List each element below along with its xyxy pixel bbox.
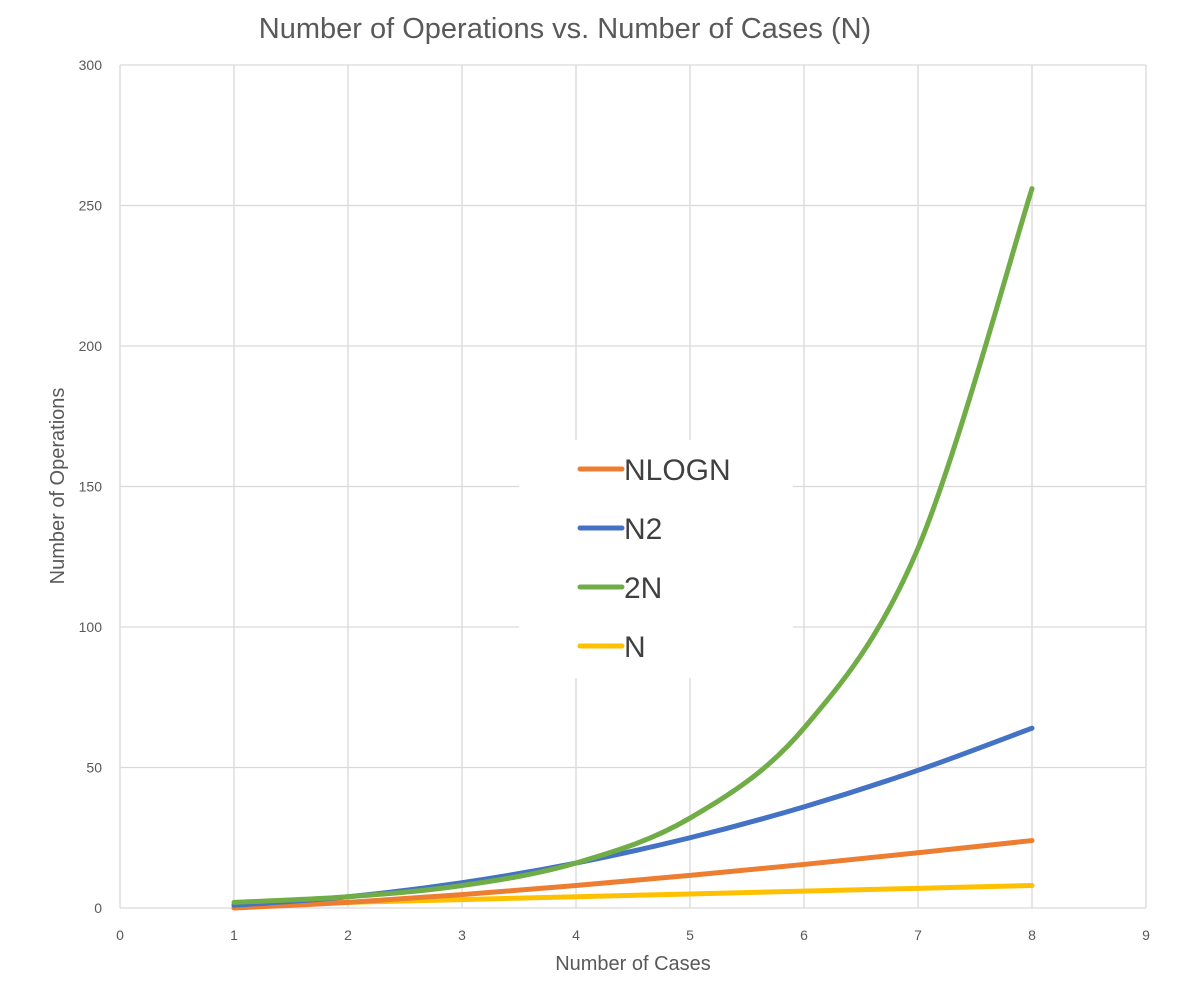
y-tick-label: 200 (79, 338, 103, 354)
x-tick-label: 0 (116, 927, 124, 943)
legend-background (519, 440, 793, 678)
y-axis-title: Number of Operations (47, 388, 69, 585)
x-tick-label: 7 (914, 927, 922, 943)
y-tick-label: 300 (79, 57, 103, 73)
y-axis-ticks: 0 50 100 150 200 250 300 (79, 57, 103, 916)
x-tick-label: 1 (230, 927, 238, 943)
legend-label: N2 (624, 513, 662, 546)
y-tick-label: 150 (79, 479, 103, 495)
y-tick-label: 50 (86, 760, 102, 776)
x-axis-ticks: 0 1 2 3 4 5 6 7 8 9 (116, 927, 1150, 943)
series-lines (231, 186, 1035, 911)
y-tick-label: 250 (79, 198, 103, 214)
x-tick-label: 8 (1028, 927, 1036, 943)
x-tick-label: 2 (344, 927, 352, 943)
x-axis-title: Number of Cases (555, 953, 711, 975)
legend-label: 2N (624, 572, 662, 605)
x-tick-label: 6 (800, 927, 808, 943)
x-tick-label: 4 (572, 927, 580, 943)
series-line-nlogn (231, 838, 1035, 911)
x-tick-label: 9 (1142, 927, 1150, 943)
x-tick-label: 5 (686, 927, 694, 943)
x-tick-label: 3 (458, 927, 466, 943)
legend-label: NLOGN (624, 454, 731, 487)
series-line-2n (231, 186, 1035, 905)
y-tick-label: 0 (94, 900, 102, 916)
y-tick-label: 100 (79, 619, 103, 635)
legend: NLOGN N2 2N N (519, 440, 793, 678)
legend-label: N (624, 631, 646, 664)
chart-title: Number of Operations vs. Number of Cases… (259, 13, 871, 45)
